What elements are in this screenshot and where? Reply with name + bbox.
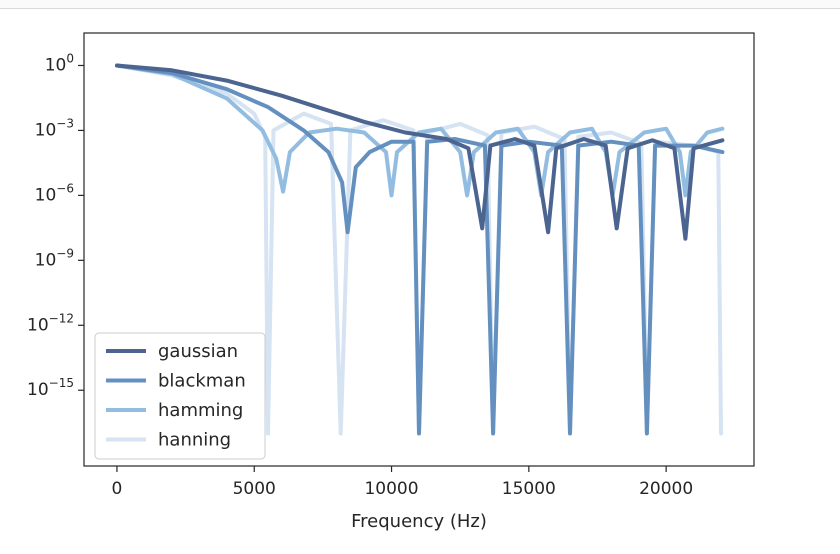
x-axis: 0 5000 10000 15000 20000 <box>112 466 693 499</box>
legend-label-hamming: hamming <box>158 400 243 421</box>
x-tick-label: 20000 <box>639 479 693 499</box>
legend-box <box>94 332 266 460</box>
x-tick-label: 5000 <box>233 479 276 499</box>
y-tick-label: 10−3 <box>35 116 74 140</box>
legend-label-gaussian: gaussian <box>158 341 238 362</box>
series-line-blackman <box>115 63 725 436</box>
x-axis-label: Frequency (Hz) <box>351 511 487 532</box>
legend: gaussian blackman hamming hanning <box>94 332 266 460</box>
x-tick-label: 15000 <box>502 479 556 499</box>
x-tick-label: 0 <box>112 479 123 499</box>
notebook-output-top-border <box>0 0 840 9</box>
y-tick-label: 10−15 <box>27 376 74 400</box>
series-layer <box>115 63 725 436</box>
legend-label-hanning: hanning <box>158 430 231 451</box>
series-line-hanning <box>115 63 723 436</box>
y-tick-label: 100 <box>45 51 74 75</box>
plot-frame <box>83 32 755 467</box>
series-line-gaussian <box>115 63 725 241</box>
series-line-hamming <box>115 63 725 198</box>
y-axis: 100 10−3 10−6 10−9 10−12 10−15 <box>27 51 84 400</box>
y-tick-label: 10−12 <box>27 311 74 335</box>
x-tick-label: 10000 <box>364 479 418 499</box>
y-tick-label: 10−9 <box>35 246 74 270</box>
y-tick-label: 10−6 <box>35 181 74 205</box>
legend-label-blackman: blackman <box>158 371 246 392</box>
